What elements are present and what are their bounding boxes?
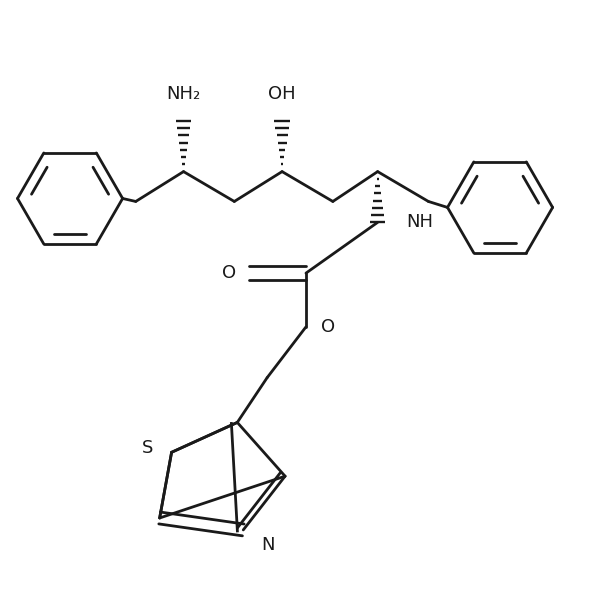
Text: N: N bbox=[261, 536, 275, 554]
Text: O: O bbox=[222, 264, 236, 282]
Text: O: O bbox=[321, 318, 335, 336]
Text: OH: OH bbox=[268, 85, 296, 103]
Text: NH: NH bbox=[406, 214, 433, 232]
Text: NH₂: NH₂ bbox=[166, 85, 200, 103]
Text: S: S bbox=[142, 439, 154, 457]
